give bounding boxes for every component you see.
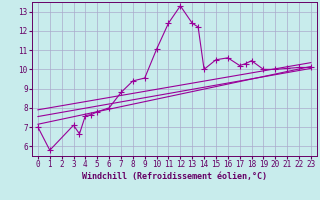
X-axis label: Windchill (Refroidissement éolien,°C): Windchill (Refroidissement éolien,°C) xyxy=(82,172,267,181)
